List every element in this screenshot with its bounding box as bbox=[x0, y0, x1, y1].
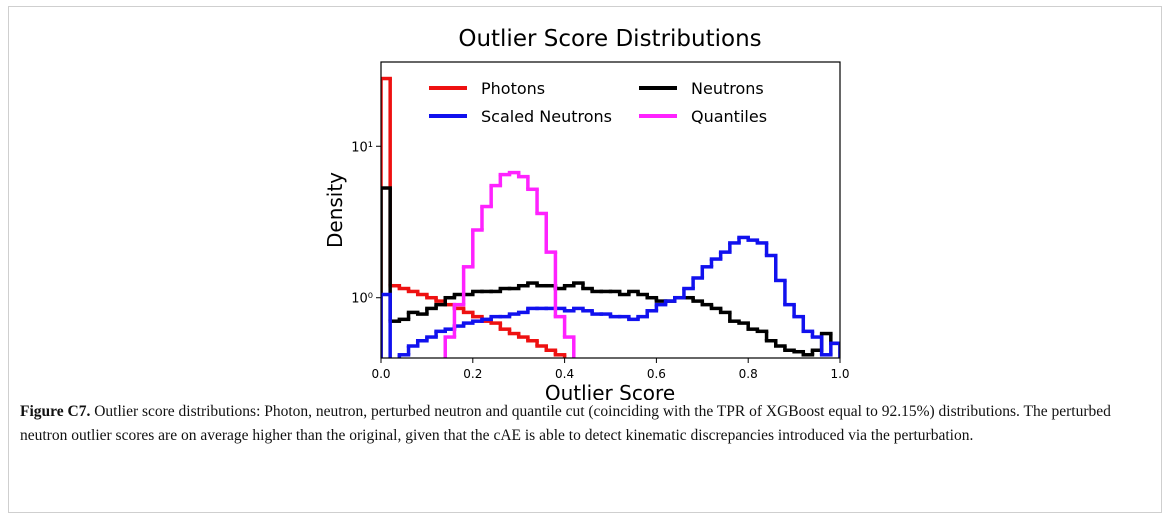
legend: Photons Neutrons Scaled Neutrons Quantiles bbox=[429, 79, 767, 126]
chart-title: Outlier Score Distributions bbox=[458, 26, 761, 52]
caption-label: Figure C7. bbox=[20, 403, 91, 420]
axes: 0.0 0.2 0.4 0.6 0.8 1.0 10⁰ 10¹ bbox=[351, 140, 849, 381]
x-tick-label: 1.0 bbox=[830, 367, 849, 381]
legend-label: Quantiles bbox=[691, 107, 767, 126]
axes-frame bbox=[380, 61, 841, 359]
legend-label: Photons bbox=[481, 79, 545, 98]
y-axis-label: Density bbox=[323, 172, 347, 248]
x-tick-label: 0.0 bbox=[371, 367, 390, 381]
y-tick-label: 10⁰ bbox=[351, 292, 373, 307]
plot-area bbox=[381, 76, 840, 358]
x-axis-label: Outlier Score bbox=[545, 381, 675, 400]
x-tick-label: 0.4 bbox=[555, 367, 574, 381]
legend-label: Neutrons bbox=[691, 79, 764, 98]
x-tick-label: 0.6 bbox=[647, 367, 666, 381]
y-tick-label: 10¹ bbox=[351, 140, 373, 155]
x-tick-label: 0.2 bbox=[463, 367, 482, 381]
x-tick-label: 0.8 bbox=[739, 367, 758, 381]
caption-text: Outlier score distributions: Photon, neu… bbox=[20, 403, 1111, 444]
legend-label: Scaled Neutrons bbox=[481, 107, 612, 126]
chart: Outlier Score Distributions Outlier Scor… bbox=[323, 26, 850, 400]
figure-frame bbox=[8, 6, 1162, 513]
figure-caption: Figure C7. Outlier score distributions: … bbox=[20, 400, 1130, 448]
